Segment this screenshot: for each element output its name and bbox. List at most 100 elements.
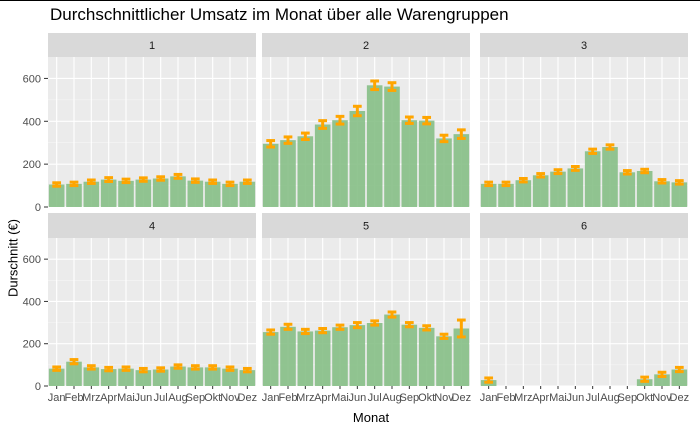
error-bar — [266, 139, 276, 149]
error-bar — [439, 133, 449, 144]
x-tick-label: Apr — [314, 392, 331, 404]
x-tick-label: Feb — [497, 392, 516, 404]
y-tick-label: 400 — [23, 296, 41, 308]
error-bar — [484, 376, 494, 384]
error-bar — [657, 178, 667, 185]
error-bar — [674, 179, 684, 186]
bar-Sep — [187, 367, 204, 386]
panel-background — [48, 57, 256, 207]
bar-Feb — [280, 140, 296, 207]
x-tick-label: Apr — [532, 392, 549, 404]
error-bar — [156, 366, 166, 373]
error-bar — [208, 178, 218, 185]
error-bar — [404, 115, 414, 125]
bar-Jul — [152, 178, 169, 207]
bar-Jun — [349, 325, 366, 386]
error-bar — [422, 324, 432, 332]
bar-Aug — [384, 86, 400, 207]
error-bar — [335, 323, 345, 331]
y-tick-label: 600 — [23, 73, 41, 85]
error-bar — [121, 365, 131, 372]
error-bar — [173, 363, 183, 370]
x-tick-label: Jan — [480, 392, 498, 404]
error-bar — [484, 180, 494, 188]
error-bar — [622, 169, 632, 176]
error-bar — [208, 364, 218, 371]
bar-Mai — [332, 120, 348, 207]
facet-strip — [48, 213, 256, 238]
y-tick-label: 0 — [35, 381, 41, 393]
error-bar — [86, 178, 96, 185]
x-tick-label: Mrz — [514, 392, 532, 404]
bar-Jan — [48, 368, 65, 386]
error-bar — [300, 327, 310, 336]
bar-Mrz — [297, 331, 314, 386]
x-tick-label: Okt — [636, 392, 653, 404]
y-tick-label: 200 — [23, 339, 41, 351]
bar-Sep — [401, 120, 418, 207]
bar-Jul — [584, 151, 601, 207]
error-bar — [283, 322, 293, 331]
error-bar — [69, 180, 79, 188]
bar-Apr — [314, 124, 331, 207]
x-tick-label: Mai — [549, 392, 567, 404]
bar-Dez — [671, 182, 688, 207]
facet-strip-label: 1 — [149, 40, 155, 52]
x-tick-label: Apr — [100, 392, 117, 404]
bar-Apr — [532, 175, 549, 207]
bar-Mai — [550, 171, 566, 207]
x-tick-label: Mrz — [296, 392, 314, 404]
x-tick-label: Feb — [279, 392, 298, 404]
error-bar — [266, 328, 276, 336]
x-tick-label: Sep — [618, 392, 638, 404]
facet-panel-2: 2 — [262, 33, 470, 208]
error-bar — [69, 358, 79, 366]
error-bar — [300, 131, 310, 141]
bar-Jun — [567, 168, 584, 207]
error-bar — [352, 321, 362, 330]
x-tick-label: Jul — [586, 392, 600, 404]
bar-Aug — [170, 176, 186, 207]
error-bar — [225, 180, 235, 188]
bar-Apr — [100, 369, 117, 386]
bar-Jul — [366, 85, 383, 207]
y-tick-label: 0 — [35, 202, 41, 214]
facet-strip-label: 2 — [363, 40, 369, 52]
bar-Okt — [418, 120, 435, 207]
error-bar — [352, 104, 362, 118]
bar-Jan — [262, 143, 279, 207]
facet-panel-3: 3 — [480, 33, 688, 208]
bar-Dez — [671, 369, 688, 386]
facet-strip — [262, 33, 470, 57]
bar-Jan — [48, 184, 65, 207]
error-bar — [104, 176, 114, 183]
bar-Okt — [204, 181, 221, 207]
panel-background — [262, 238, 470, 386]
y-tick-label: 600 — [23, 254, 41, 266]
error-bar — [190, 364, 200, 371]
panel-background — [48, 238, 256, 386]
bar-Nov — [436, 138, 452, 207]
x-tick-label: Aug — [600, 392, 620, 404]
bar-Mai — [118, 368, 134, 386]
x-tick-label: Jun — [134, 392, 152, 404]
bar-Feb — [66, 183, 82, 207]
x-tick-label: Aug — [382, 392, 402, 404]
bar-Apr — [314, 330, 331, 386]
bar-Sep — [401, 324, 418, 386]
x-tick-label: Jan — [262, 392, 280, 404]
error-bar — [52, 365, 62, 372]
error-bar — [640, 167, 650, 175]
bar-Okt — [204, 367, 221, 386]
error-bar — [318, 119, 328, 130]
bar-Nov — [654, 374, 670, 386]
x-tick-label: Okt — [418, 392, 435, 404]
facet-strip-label: 5 — [363, 221, 369, 233]
bar-Sep — [187, 180, 204, 207]
bar-Nov — [222, 183, 238, 207]
x-tick-label: Dez — [452, 392, 472, 404]
error-bar — [225, 365, 235, 372]
y-tick-label: 200 — [23, 159, 41, 171]
error-bar — [242, 178, 252, 185]
